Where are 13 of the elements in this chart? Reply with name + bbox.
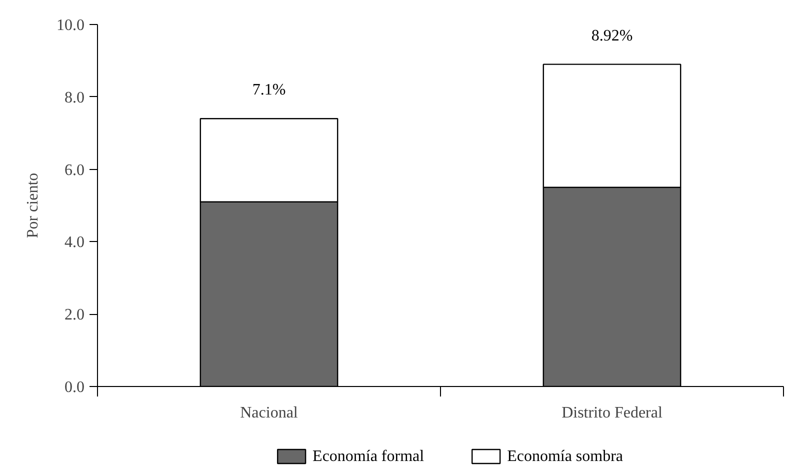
y-tick-label: 4.0	[64, 234, 84, 252]
annotation: 8.92%	[591, 27, 633, 44]
y-tick-label: 10.0	[56, 17, 84, 34]
x-tick-label: Distrito Federal	[562, 404, 663, 422]
y-axis-title: Por ciento	[24, 172, 42, 238]
y-tick-label: 6.0	[64, 162, 84, 179]
legend-label: Economía formal	[312, 448, 425, 465]
y-tick-label: 0.0	[64, 379, 84, 396]
legend-label: Economía sombra	[507, 448, 624, 465]
y-tick-label: 8.0	[64, 89, 84, 106]
y-tick-label: 2.0	[64, 306, 84, 324]
x-tick-label: Nacional	[240, 404, 298, 422]
annotation: 7.1%	[252, 82, 286, 99]
